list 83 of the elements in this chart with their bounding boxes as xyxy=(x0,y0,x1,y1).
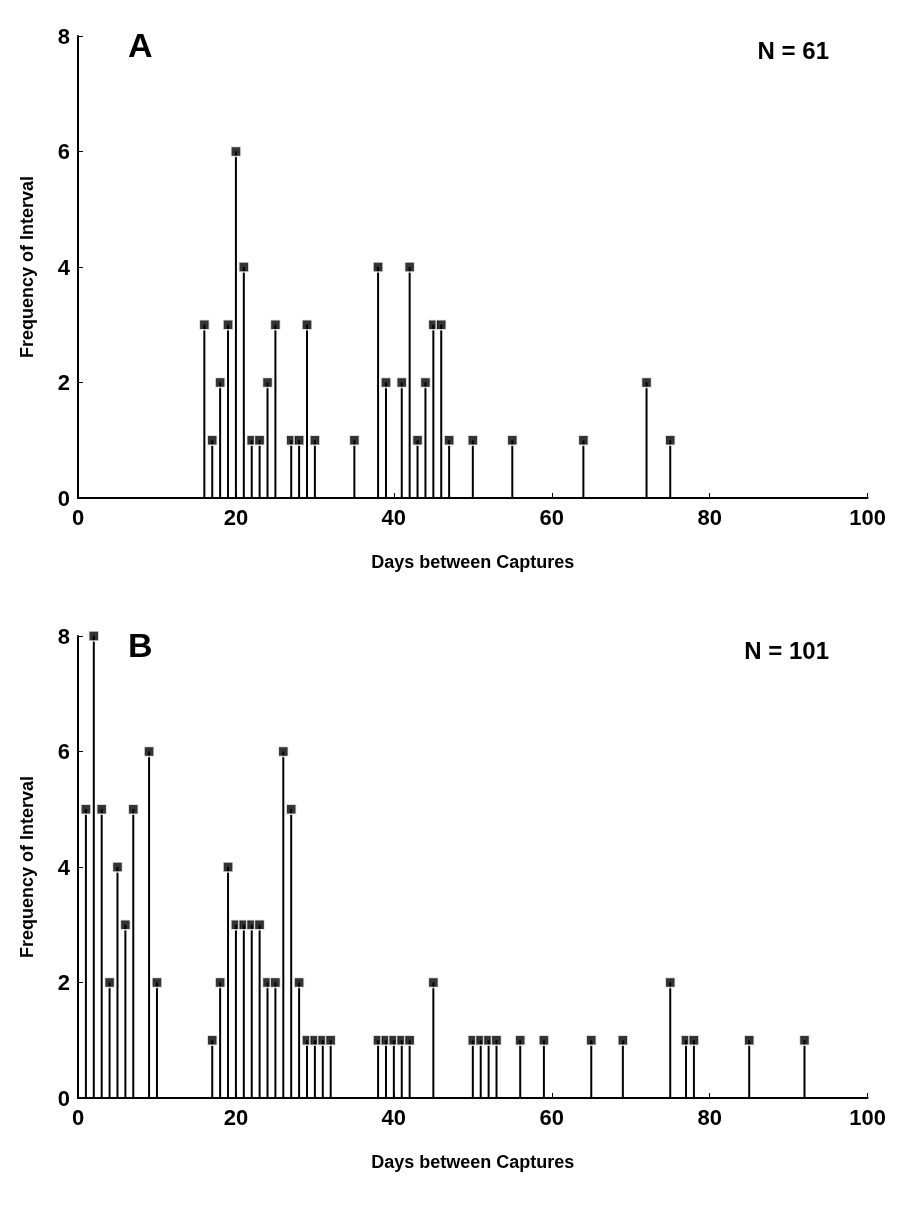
point xyxy=(640,376,653,389)
point xyxy=(80,803,92,815)
x-tick-label: 60 xyxy=(539,504,565,530)
point xyxy=(396,376,408,389)
point xyxy=(151,976,163,989)
point xyxy=(111,861,124,873)
point xyxy=(443,434,455,446)
x-tick-label: 20 xyxy=(223,1104,249,1130)
point xyxy=(577,434,590,446)
point xyxy=(293,976,305,989)
point xyxy=(253,434,266,446)
point xyxy=(372,261,384,273)
point xyxy=(238,261,250,273)
x-tick-label: 80 xyxy=(697,1104,722,1130)
annotation: N = 101 xyxy=(744,636,830,664)
point xyxy=(490,1034,503,1046)
x-axis-title: Days between Captures xyxy=(371,1152,575,1172)
point xyxy=(411,434,424,446)
point xyxy=(380,376,392,389)
x-tick-label: 80 xyxy=(697,504,722,530)
point xyxy=(506,434,519,446)
point xyxy=(127,803,140,815)
point xyxy=(419,376,432,389)
x-tick-label: 20 xyxy=(223,504,249,530)
x-tick-label: 100 xyxy=(849,1104,887,1130)
point xyxy=(198,319,211,331)
y-tick-label: 4 xyxy=(57,854,71,880)
x-tick-label: 40 xyxy=(381,1104,407,1130)
point xyxy=(230,145,242,158)
point xyxy=(269,976,282,989)
point xyxy=(348,434,361,446)
point xyxy=(514,1034,526,1046)
y-tick-label: 2 xyxy=(57,970,70,995)
point xyxy=(798,1034,811,1046)
point xyxy=(538,1034,550,1046)
y-tick-label: 2 xyxy=(57,370,70,395)
y-tick-label: 4 xyxy=(57,254,71,280)
point xyxy=(103,976,116,989)
point xyxy=(664,976,676,989)
point xyxy=(214,976,226,989)
point xyxy=(95,803,108,815)
point xyxy=(222,861,234,873)
point xyxy=(324,1034,337,1046)
y-tick-label: 8 xyxy=(57,23,70,49)
annotation: N = 61 xyxy=(757,36,830,64)
point xyxy=(617,1034,629,1046)
point xyxy=(206,434,218,446)
point xyxy=(222,319,234,331)
point xyxy=(743,1034,755,1046)
y-tick-label: 0 xyxy=(57,1085,70,1111)
point xyxy=(293,434,305,446)
point xyxy=(435,319,447,331)
point xyxy=(285,803,297,815)
point xyxy=(119,919,132,931)
x-tick-label: 40 xyxy=(381,504,407,530)
point xyxy=(427,976,440,989)
point xyxy=(403,261,416,273)
y-axis-title: Frequency of Interval xyxy=(17,175,37,359)
point xyxy=(253,919,266,931)
point xyxy=(277,745,290,758)
point xyxy=(467,434,479,446)
point xyxy=(88,630,100,642)
x-tick-label: 100 xyxy=(849,504,887,530)
y-tick-label: 6 xyxy=(57,739,70,764)
point xyxy=(143,745,155,758)
point xyxy=(403,1034,416,1046)
x-tick-label: 60 xyxy=(539,1104,565,1130)
point xyxy=(214,376,226,389)
y-tick-label: 6 xyxy=(57,139,70,164)
point xyxy=(206,1034,218,1046)
point xyxy=(269,319,282,331)
annotation: B xyxy=(128,626,153,664)
point xyxy=(688,1034,700,1046)
x-axis-title: Days between Captures xyxy=(371,552,575,572)
point xyxy=(309,434,321,446)
y-axis-title: Frequency of Interval xyxy=(17,775,37,959)
point xyxy=(585,1034,598,1046)
y-tick-label: 8 xyxy=(57,623,70,649)
annotation: A xyxy=(128,26,153,64)
point xyxy=(664,434,676,446)
point xyxy=(261,376,274,389)
point xyxy=(301,319,313,331)
y-tick-label: 0 xyxy=(57,485,70,511)
